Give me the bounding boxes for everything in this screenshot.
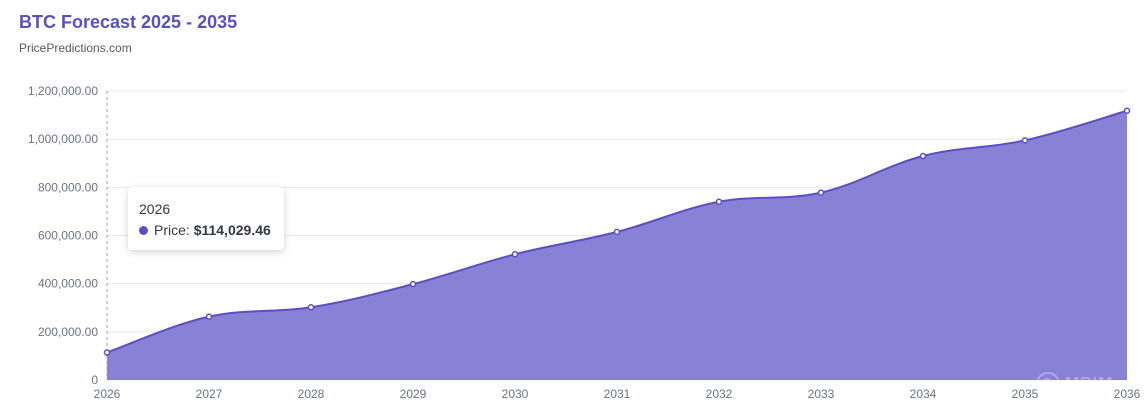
data-point-2029 [409,280,417,288]
x-tick-label: 2032 [706,387,733,401]
x-tick-label: 2027 [196,387,223,401]
tooltip-price-value: $114,029.46 [193,222,271,238]
data-point-2030 [511,251,519,258]
chart-title: BTC Forecast 2025 - 2035 [19,12,238,32]
data-point-2035 [1021,137,1029,144]
y-axis-ticks: 0 200,000.00 400,000.00 600,000.00 800,000.0… [28,84,98,387]
data-point-2028 [307,304,315,311]
y-tick-label: 800,000.00 [38,180,98,194]
tooltip-price-label: Price: [154,222,190,238]
bitcoin-coin-icon: ₿ [1036,372,1060,396]
series-area-price [107,110,1127,380]
data-point-2031 [613,228,621,236]
watermark: ₿ MPIM [1036,372,1113,396]
x-tick-label: 2030 [502,387,529,401]
data-point-2032 [715,198,723,206]
y-tick-label: 600,000.00 [38,229,98,243]
x-tick-label: 2035 [1012,387,1039,401]
x-tick-label: 2029 [400,387,427,401]
y-tick-label: 400,000.00 [38,277,98,291]
data-point-2026 [103,349,111,356]
watermark-text: MPIM [1065,373,1114,393]
x-tick-label: 2034 [910,387,937,401]
x-tick-label: 2031 [604,387,631,401]
tooltip-year: 2026 [139,201,171,217]
x-tick-label: 2028 [298,387,325,401]
x-axis-ticks: 2026 2027 2028 2029 2030 2031 2032 2033 2034 2035… [94,387,1141,401]
series-dot-icon [139,226,148,235]
point-layer [103,107,1131,356]
y-tick-label: 1,200,000.00 [28,84,98,98]
x-tick-label: 2033 [808,387,835,401]
data-point-2033 [817,189,825,196]
y-tick-label: 200,000.00 [38,325,98,339]
chart-subtitle: PricePredictions.com [19,41,132,55]
y-tick-label: 0 [91,373,98,387]
y-tick-label: 1,000,000.00 [28,132,98,146]
x-tick-label: 2026 [94,387,121,401]
data-point-2036 [1123,107,1131,114]
price-tooltip: 2026 Price: $114,029.46 [128,187,284,250]
tooltip-price-row: Price: $114,029.46 [139,222,271,238]
area-layer [107,110,1127,380]
data-point-2027 [205,313,213,320]
data-point-2034 [919,152,927,160]
x-tick-label: 2036 [1114,387,1141,401]
